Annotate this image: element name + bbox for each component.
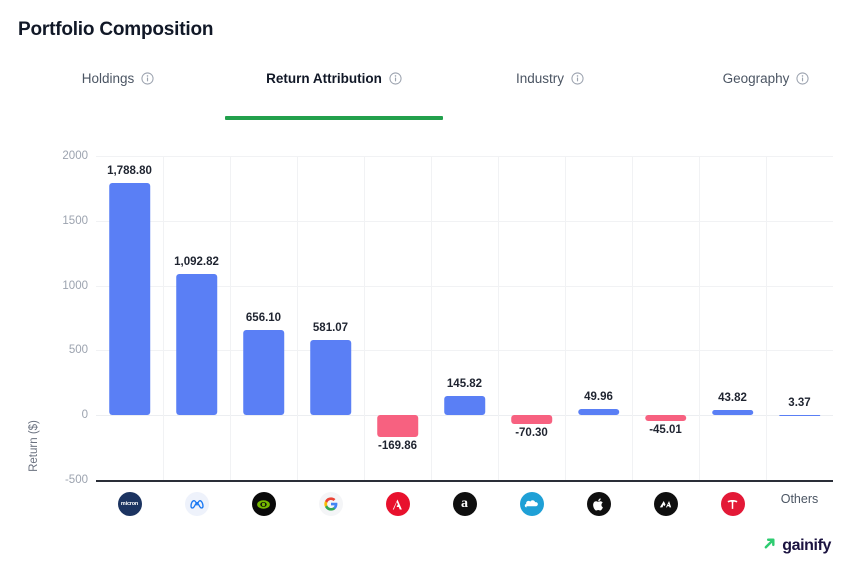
x-tick-google[interactable] (297, 492, 364, 516)
bar-micron[interactable] (108, 183, 151, 416)
gridline-horizontal (96, 156, 833, 157)
bar-group[interactable]: 3.37 (766, 156, 833, 480)
bar-value-label: 3.37 (788, 396, 811, 409)
bar-group[interactable]: -45.01 (632, 156, 699, 480)
bar-value-label: 49.96 (584, 390, 613, 403)
x-tick-tesla[interactable] (699, 492, 766, 516)
nvidia-logo (251, 492, 276, 516)
y-tick-label: 2000 (62, 150, 88, 162)
tab-label: Geography (722, 71, 790, 86)
info-icon[interactable] (571, 72, 584, 85)
bar-value-label: -169.86 (377, 440, 418, 453)
x-tick-nvidia[interactable] (230, 492, 297, 516)
brand-name: gainify (782, 537, 831, 554)
gridline-vertical (498, 156, 499, 480)
bar-group[interactable]: 1,788.80 (96, 156, 163, 480)
y-tick-label: -500 (64, 474, 88, 486)
bar-value-label: 656.10 (245, 312, 282, 325)
x-tick-amazon[interactable]: a (431, 492, 498, 516)
tab-label: Return Attribution (266, 71, 382, 86)
gridline-vertical (565, 156, 566, 480)
bar-nvidia[interactable] (242, 330, 285, 416)
tab-geography[interactable]: Geography (691, 68, 841, 120)
bar-value-label: 145.82 (446, 378, 483, 391)
bar-google[interactable] (309, 339, 352, 416)
x-tick-salesforce[interactable] (498, 492, 565, 516)
tab-label: Industry (515, 71, 565, 86)
x-axis-baseline (96, 480, 833, 482)
bar-apple[interactable] (577, 408, 620, 416)
paypal-logo (653, 492, 678, 516)
bar-group[interactable]: -70.30 (498, 156, 565, 480)
x-tick-others[interactable]: Others (766, 492, 833, 506)
bar-tesla[interactable] (711, 409, 754, 416)
x-tick-meta[interactable] (163, 492, 230, 516)
bar-group[interactable]: 656.10 (230, 156, 297, 480)
bar-meta[interactable] (175, 273, 218, 416)
gridline-vertical (230, 156, 231, 480)
gridline-horizontal (96, 350, 833, 352)
gridline-horizontal (96, 285, 833, 287)
arrow-up-icon (763, 536, 778, 556)
bar-value-label: 1,788.80 (107, 165, 152, 178)
bar-value-label: 581.07 (312, 321, 349, 334)
bar-group[interactable]: 145.82 (431, 156, 498, 480)
bar-value-label: -45.01 (649, 424, 682, 437)
gridline-vertical (163, 156, 164, 480)
return-attribution-chart: Return ($) 2000 1500 1000 500 0 -500 1,788.80… (0, 140, 849, 566)
bar-group[interactable]: 49.96 (565, 156, 632, 480)
bar-group[interactable]: 43.82 (699, 156, 766, 480)
x-tick-label: Others (780, 492, 819, 506)
bar-group[interactable]: -169.86 (364, 156, 431, 480)
adobe-logo (385, 492, 410, 516)
salesforce-logo (519, 492, 544, 516)
y-tick-label: 0 (81, 409, 88, 422)
bar-salesforce[interactable] (510, 415, 553, 425)
google-logo (318, 492, 343, 516)
gridline-vertical (431, 156, 432, 480)
gainify-logo: gainify (763, 536, 831, 556)
amazon-logo: a (452, 492, 477, 516)
tab-holdings[interactable]: Holdings (43, 68, 193, 120)
micron-logo: micron (117, 492, 142, 516)
page-title: Portfolio Composition (18, 19, 214, 40)
gridline-vertical (297, 156, 298, 480)
x-axis-ticks: micron a Others (96, 488, 833, 532)
active-tab-underline (225, 116, 443, 120)
y-axis-title: Return ($) (28, 420, 40, 472)
y-tick-label: 1000 (62, 279, 88, 292)
meta-logo (184, 492, 209, 516)
y-tick-label: 1500 (62, 214, 88, 227)
info-icon[interactable] (796, 72, 809, 85)
bar-value-label: 1,092.82 (174, 255, 219, 268)
tesla-logo (720, 492, 745, 516)
bar-paypal[interactable] (644, 415, 687, 422)
bar-value-label: 43.82 (718, 391, 747, 404)
y-tick-label: 500 (68, 344, 88, 357)
bar-group[interactable]: 581.07 (297, 156, 364, 480)
bar-group[interactable]: 1,092.82 (163, 156, 230, 480)
bar-adobe[interactable] (376, 415, 419, 438)
bar-value-label: -70.30 (515, 427, 548, 440)
tab-industry[interactable]: Industry (475, 68, 625, 120)
tab-label: Holdings (81, 71, 135, 86)
gridline-vertical (766, 156, 767, 480)
zero-line (96, 415, 833, 417)
gridline-vertical (699, 156, 700, 480)
x-tick-paypal[interactable] (632, 492, 699, 516)
info-icon[interactable] (141, 72, 154, 85)
x-tick-apple[interactable] (565, 492, 632, 516)
plot-area: 1,788.80 1,092.82 656.10 581.07 -169.86 145.8… (96, 156, 833, 480)
apple-logo (586, 492, 611, 516)
x-tick-adobe[interactable] (364, 492, 431, 516)
x-tick-micron[interactable]: micron (96, 492, 163, 516)
info-icon[interactable] (389, 72, 402, 85)
gridline-horizontal (96, 220, 833, 222)
gridline-vertical (632, 156, 633, 480)
gridline-vertical (364, 156, 365, 480)
tab-bar: Holdings Return Attribution Industry Geogra… (18, 68, 831, 120)
tab-return-attribution[interactable]: Return Attribution (225, 68, 443, 120)
bar-amazon[interactable] (443, 396, 486, 416)
